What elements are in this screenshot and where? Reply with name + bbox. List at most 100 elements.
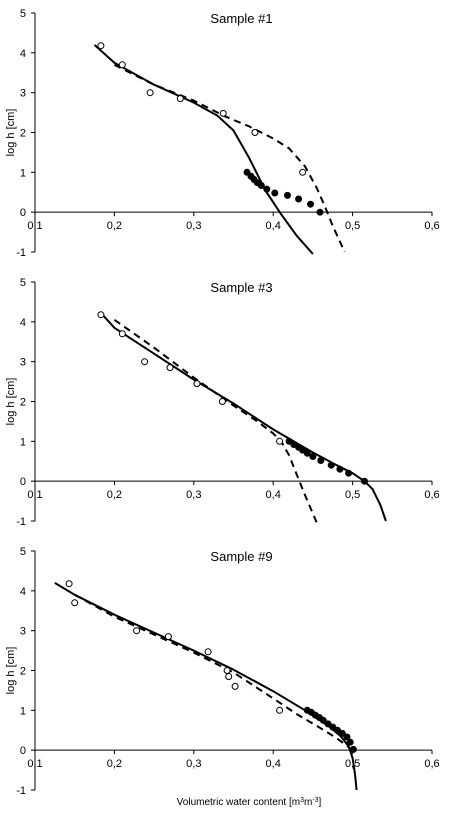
y-tick-label: 1 [20,705,26,717]
data-point-open [231,682,239,690]
data-point-filled [334,726,341,734]
data-point-filled [319,716,327,724]
chart-title: Sample #3 [210,280,272,295]
y-tick-label: 3 [20,88,26,100]
chart-panel-2: -1 0 1 2 3 4 5 0,1 0,2 0,3 0,4 0,5 0,6 Sample #3 log h… [5,277,440,528]
data-point-filled [271,189,279,197]
data-point-open [218,398,226,405]
x-tick-label: 0,3 [186,489,201,501]
data-point-open [71,599,79,607]
data-point-filled [324,720,332,728]
data-point-filled [336,465,344,473]
data-point-filled [316,208,324,216]
data-point-open [276,706,284,714]
x-tick-label: 0,2 [107,220,122,232]
data-point-filled [345,469,353,477]
data-point-filled [303,449,311,457]
data-point-filled [285,437,293,445]
data-point-filled [257,182,265,189]
y-tick-label: 0 [20,476,26,488]
data-point-open [219,109,227,117]
data-point-filled [284,191,291,199]
y-tick-label: 5 [20,8,26,20]
data-point-open [251,129,259,136]
data-point-open [65,580,73,588]
data-point-open [146,89,154,97]
chart-title: Sample #1 [210,11,272,26]
data-point-filled [329,723,337,731]
data-point-filled [317,457,325,464]
model-curve-dashed [113,63,346,253]
x-tick-label: 0,6 [424,220,439,232]
y-tick-label: 0 [20,745,26,757]
data-point-filled [361,477,368,485]
x-tick-label: 0,3 [186,220,201,232]
y-axis-label: log h [cm] [5,109,17,157]
y-tick-label: 4 [20,586,26,598]
data-point-open [193,380,201,388]
x-axis-label: Volumetric water content [m3m-3] [177,797,322,809]
data-point-filled [295,195,303,203]
y-tick-label: 3 [20,357,26,369]
y-tick-label: -1 [16,516,26,528]
x-tick-label: 0,1 [27,758,42,770]
x-tick-label: 0,6 [424,758,439,770]
y-tick-label: 2 [20,128,26,140]
y-tick-label: 4 [20,48,26,60]
data-point-open [118,61,126,69]
y-axis-label: log h [cm] [5,378,17,426]
data-point-filled [346,738,354,746]
data-point-filled [307,200,314,208]
x-tick-label: 0,1 [27,489,42,501]
data-point-open [118,330,126,338]
data-point-open [276,437,284,445]
data-point-open [176,95,184,103]
x-tick-label: 0,2 [107,758,122,770]
model-curve-solid [101,314,387,522]
data-point-open [141,358,149,366]
data-point-filled [309,453,317,460]
y-tick-label: 1 [20,436,26,448]
data-point-filled [343,733,351,741]
x-tick-label: 0,4 [266,489,281,501]
data-point-filled [299,446,307,454]
model-curve-dashed [74,593,354,753]
data-point-filled [338,729,346,737]
y-tick-label: 5 [20,277,26,289]
y-tick-label: 1 [20,167,26,179]
y-tick-label: -1 [16,785,26,797]
data-point-open [164,633,172,641]
data-point-open [223,667,231,674]
y-tick-label: 2 [20,666,26,678]
chart-panel-1: -1 0 1 2 3 4 5 0,1 0,2 0,3 0,4 0,5 0,6 Sample #1 log h… [5,8,440,259]
data-point-open [166,364,174,372]
x-tick-label: 0,5 [345,220,360,232]
x-tick-label: 0,6 [424,489,439,501]
data-point-open [97,42,105,50]
data-point-open [299,168,307,176]
data-point-filled [327,461,335,469]
data-point-filled [349,745,357,753]
x-tick-label: 0,4 [266,758,281,770]
y-tick-label: 2 [20,397,26,409]
data-point-filled [243,168,251,176]
data-point-open [225,673,233,680]
data-point-open [97,311,105,319]
x-tick-label: 0,1 [27,220,42,232]
chart-title: Sample #9 [210,549,272,564]
data-point-open [204,648,212,656]
y-tick-label: 5 [20,546,26,558]
model-curve-dashed [113,318,318,524]
data-point-filled [263,185,271,193]
model-curve-solid [54,582,358,791]
y-axis-label: log h [cm] [5,647,17,695]
x-tick-label: 0,3 [186,758,201,770]
y-tick-label: -1 [16,247,26,259]
y-tick-label: 3 [20,626,26,638]
data-point-open [133,627,141,635]
y-tick-label: 4 [20,317,26,329]
x-tick-label: 0,5 [345,489,360,501]
x-tick-label: 0,2 [107,489,122,501]
